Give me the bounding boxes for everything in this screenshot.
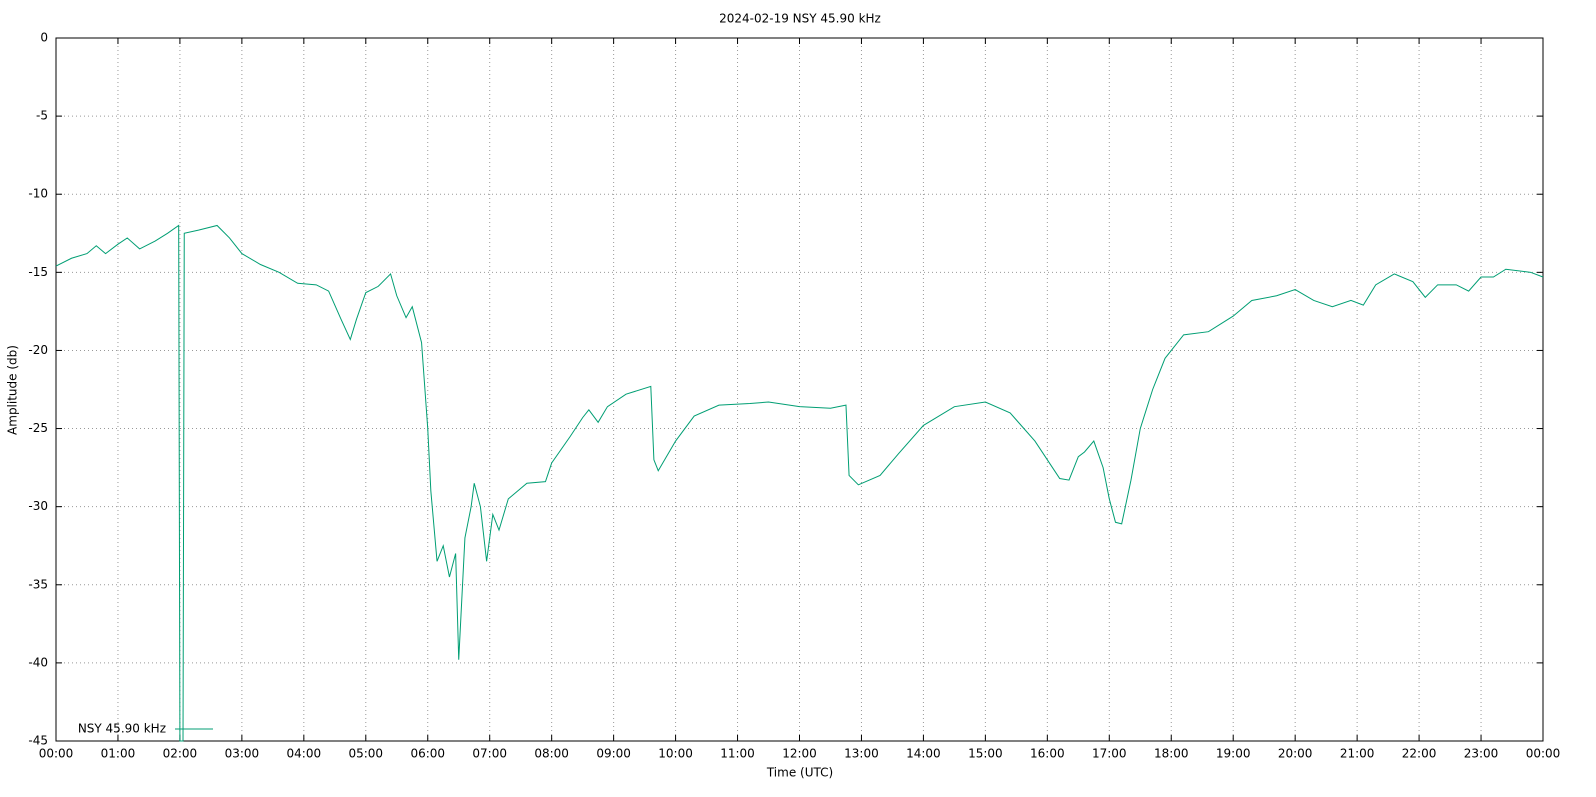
x-tick-label: 02:00: [163, 747, 198, 761]
y-tick-label: -25: [28, 421, 48, 435]
x-tick-label: 18:00: [1154, 747, 1189, 761]
x-tick-label: 15:00: [968, 747, 1003, 761]
x-tick-label: 19:00: [1216, 747, 1251, 761]
x-tick-label: 06:00: [410, 747, 445, 761]
x-tick-label: 05:00: [348, 747, 383, 761]
x-tick-label: 11:00: [720, 747, 755, 761]
y-axis-label: Amplitude (db): [6, 345, 20, 435]
y-tick-label: -10: [28, 187, 48, 201]
x-tick-label: 01:00: [101, 747, 136, 761]
x-tick-label: 23:00: [1464, 747, 1499, 761]
y-tick-label: -40: [28, 655, 48, 669]
x-tick-label: 10:00: [658, 747, 693, 761]
x-tick-label: 00:00: [39, 747, 74, 761]
x-axis-label: Time (UTC): [766, 766, 833, 780]
x-tick-label: 20:00: [1278, 747, 1313, 761]
y-tick-label: -15: [28, 265, 48, 279]
x-tick-label: 00:00: [1526, 747, 1561, 761]
x-tick-label: 17:00: [1092, 747, 1127, 761]
y-tick-label: -5: [36, 109, 48, 123]
x-tick-label: 08:00: [534, 747, 569, 761]
x-tick-label: 03:00: [225, 747, 260, 761]
data-line: [55, 224, 1544, 742]
x-tick-label: 21:00: [1340, 747, 1375, 761]
x-tick-label: 04:00: [287, 747, 322, 761]
x-tick-label: 07:00: [472, 747, 507, 761]
plot-frame: [55, 37, 1544, 742]
x-tick-label: 13:00: [844, 747, 879, 761]
y-tick-label: -30: [28, 499, 48, 513]
y-tick-label: 0: [40, 31, 48, 45]
x-tick-label: 16:00: [1030, 747, 1065, 761]
y-tick-label: -35: [28, 577, 48, 591]
x-tick-label: 22:00: [1402, 747, 1437, 761]
y-tick-label: -45: [28, 734, 48, 748]
x-tick-label: 09:00: [596, 747, 631, 761]
chart-title: 2024-02-19 NSY 45.90 kHz: [719, 12, 881, 26]
x-tick-label: 12:00: [782, 747, 817, 761]
x-tick-label: 14:00: [906, 747, 941, 761]
legend-label: NSY 45.90 kHz: [78, 722, 166, 736]
y-tick-label: -20: [28, 343, 48, 357]
